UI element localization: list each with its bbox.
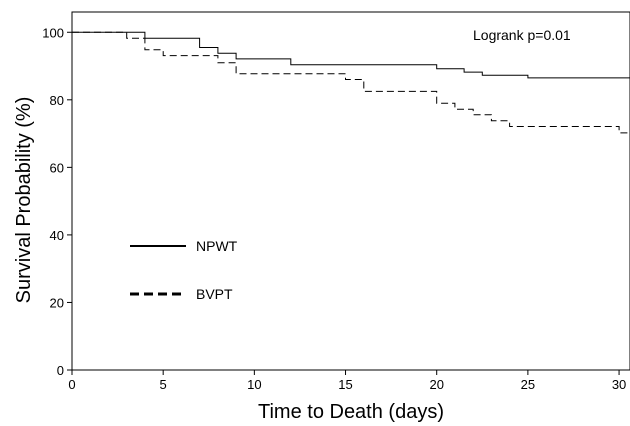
x-tick-label: 20 [429,377,443,392]
x-tick-label: 5 [160,377,167,392]
y-tick-label: 80 [50,93,64,108]
legend-label-npwt: NPWT [196,238,238,254]
x-tick-label: 25 [521,377,535,392]
y-tick-label: 40 [50,228,64,243]
y-tick-label: 100 [42,25,64,40]
legend-label-bvpt: BVPT [196,286,233,302]
legend: NPWT BVPT [130,238,238,302]
x-tick-label: 10 [247,377,261,392]
y-tick-label: 20 [50,295,64,310]
series-layer [72,31,630,134]
series-line-bvpt [72,31,630,134]
plot-frame [71,11,630,371]
y-axis-title: Survival Probability (%) [13,97,35,304]
x-tick-label: 0 [68,377,75,392]
axes-layer: 0 5 10 15 20 25 30 0 20 40 60 80 100 [42,11,630,392]
logrank-annotation: Logrank p=0.01 [473,27,571,43]
y-tick-label: 0 [57,363,64,378]
series-line-npwt [72,31,630,79]
x-tick-label: 30 [612,377,626,392]
x-axis-title: Time to Death (days) [258,401,444,423]
y-tick-label: 60 [50,160,64,175]
x-tick-label: 15 [338,377,352,392]
